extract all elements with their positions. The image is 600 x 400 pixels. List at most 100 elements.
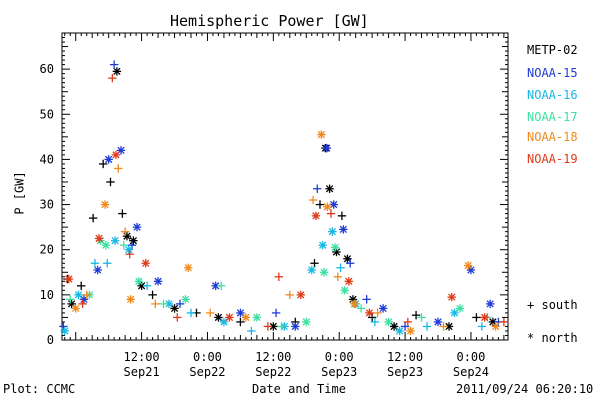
- point-noaa-16-south: [186, 308, 196, 318]
- point-noaa-18-south: [82, 290, 91, 300]
- x-tick-date-label: Sep24: [453, 365, 489, 379]
- point-noaa-19-south: [403, 317, 413, 327]
- point-metp-02-south: [77, 281, 86, 291]
- point-noaa-16-north: [318, 240, 327, 250]
- x-axis-label: Date and Time: [252, 382, 346, 396]
- y-tick-label: 40: [40, 152, 54, 166]
- point-noaa-15-north: [291, 322, 300, 331]
- legend-north: * north: [527, 331, 578, 345]
- point-metp-02-north: [112, 67, 122, 76]
- point-noaa-15-north: [485, 299, 495, 309]
- point-noaa-16-south: [477, 322, 487, 331]
- point-noaa-19-north: [94, 234, 104, 243]
- y-axis: 0 10 20 30 40 50 60: [40, 32, 508, 347]
- point-noaa-16-north: [124, 245, 133, 254]
- x-tick-date-label: Sep23: [387, 365, 423, 379]
- point-noaa-19-north: [311, 211, 321, 221]
- point-metp-02-south: [236, 317, 245, 327]
- x-tick-label: 12:00: [124, 350, 160, 364]
- point-noaa-15-north: [433, 317, 443, 327]
- point-noaa-16-south: [370, 317, 380, 327]
- point-noaa-15-north: [329, 200, 338, 209]
- point-metp-02-north: [325, 184, 334, 193]
- point-noaa-15-south: [345, 259, 355, 268]
- point-metp-02-south: [148, 290, 157, 300]
- point-metp-02-south: [118, 209, 127, 218]
- y-tick-label: 50: [40, 107, 54, 121]
- y-tick-label: 30: [40, 198, 54, 212]
- point-noaa-15-north: [378, 304, 388, 313]
- x-tick-label: 0:00: [325, 350, 354, 364]
- point-noaa-15-south: [127, 240, 137, 250]
- legend-south-label: south: [541, 298, 578, 312]
- point-noaa-18-north: [126, 295, 135, 304]
- point-noaa-18-south: [308, 195, 318, 205]
- point-metp-02-north: [214, 313, 223, 322]
- point-noaa-17-north: [134, 277, 144, 286]
- point-noaa-16-north: [307, 265, 316, 275]
- point-noaa-17-south: [159, 299, 168, 309]
- y-tick-label: 10: [40, 288, 54, 302]
- point-noaa-15-north: [132, 222, 142, 232]
- point-noaa-18-south: [114, 164, 123, 173]
- point-noaa-16-north: [328, 227, 337, 236]
- y-tick-label: 20: [40, 243, 54, 257]
- point-noaa-19-north: [344, 277, 354, 286]
- point-noaa-15-north: [211, 281, 220, 291]
- point-noaa-18-north: [100, 200, 110, 209]
- point-metp-02-south: [411, 310, 421, 320]
- point-noaa-18-north: [406, 326, 415, 336]
- point-noaa-19-south: [326, 209, 336, 218]
- legend-item-noaa-16: NOAA-16: [527, 88, 578, 102]
- point-noaa-15-north: [104, 155, 113, 164]
- point-noaa-17-north: [302, 317, 311, 327]
- plus-marker-icon: +: [527, 298, 535, 312]
- point-noaa-19-south: [108, 73, 117, 83]
- point-noaa-19-north: [447, 292, 456, 302]
- point-noaa-16-south: [90, 259, 100, 268]
- legend-item-noaa-19: NOAA-19: [527, 152, 578, 166]
- point-noaa-15-south: [400, 322, 410, 331]
- point-noaa-16-south: [422, 322, 432, 331]
- point-noaa-15-north: [153, 277, 163, 286]
- point-noaa-18-south: [439, 322, 448, 331]
- point-noaa-18-north: [323, 202, 332, 212]
- point-noaa-19-south: [499, 317, 509, 327]
- legend-item-noaa-17: NOAA-17: [527, 110, 578, 124]
- point-metp-02-south: [88, 213, 98, 223]
- point-noaa-18-north: [184, 263, 193, 272]
- point-noaa-16-north: [60, 326, 69, 336]
- y-tick-label: 60: [40, 62, 54, 76]
- point-metp-02-north: [129, 236, 138, 245]
- point-noaa-17-north: [340, 286, 349, 295]
- point-noaa-15-north: [93, 265, 102, 275]
- point-metp-02-north: [122, 231, 132, 241]
- point-noaa-15-south: [271, 308, 281, 318]
- point-noaa-15-north: [236, 308, 245, 318]
- x-tick-date-label: Sep22: [189, 365, 225, 379]
- point-noaa-17-south: [277, 322, 286, 331]
- point-noaa-19-north: [111, 150, 121, 160]
- point-noaa-15-south: [362, 295, 371, 304]
- point-metp-02-south: [310, 259, 319, 268]
- point-noaa-18-south: [333, 272, 343, 281]
- chart-title: Hemispheric Power [GW]: [170, 12, 369, 30]
- point-noaa-16-south: [336, 263, 345, 272]
- point-noaa-15-south: [175, 299, 185, 309]
- point-metp-02-south: [472, 313, 481, 322]
- point-noaa-17-north: [252, 313, 262, 322]
- point-noaa-18-north: [241, 313, 251, 322]
- legend-item-metp-02: METP-02: [527, 43, 578, 57]
- point-noaa-17-south: [216, 281, 226, 291]
- point-noaa-18-north: [317, 130, 326, 139]
- legend-south: + south: [527, 298, 578, 312]
- point-noaa-17-south: [119, 240, 128, 250]
- x-tick-label: 0:00: [456, 350, 485, 364]
- point-noaa-19-south: [274, 272, 284, 281]
- point-noaa-16-north: [395, 326, 404, 336]
- point-noaa-19-north: [225, 313, 234, 322]
- point-noaa-19-north: [296, 290, 305, 300]
- x-tick-date-label: Sep22: [255, 365, 291, 379]
- point-metp-02-north: [170, 304, 179, 313]
